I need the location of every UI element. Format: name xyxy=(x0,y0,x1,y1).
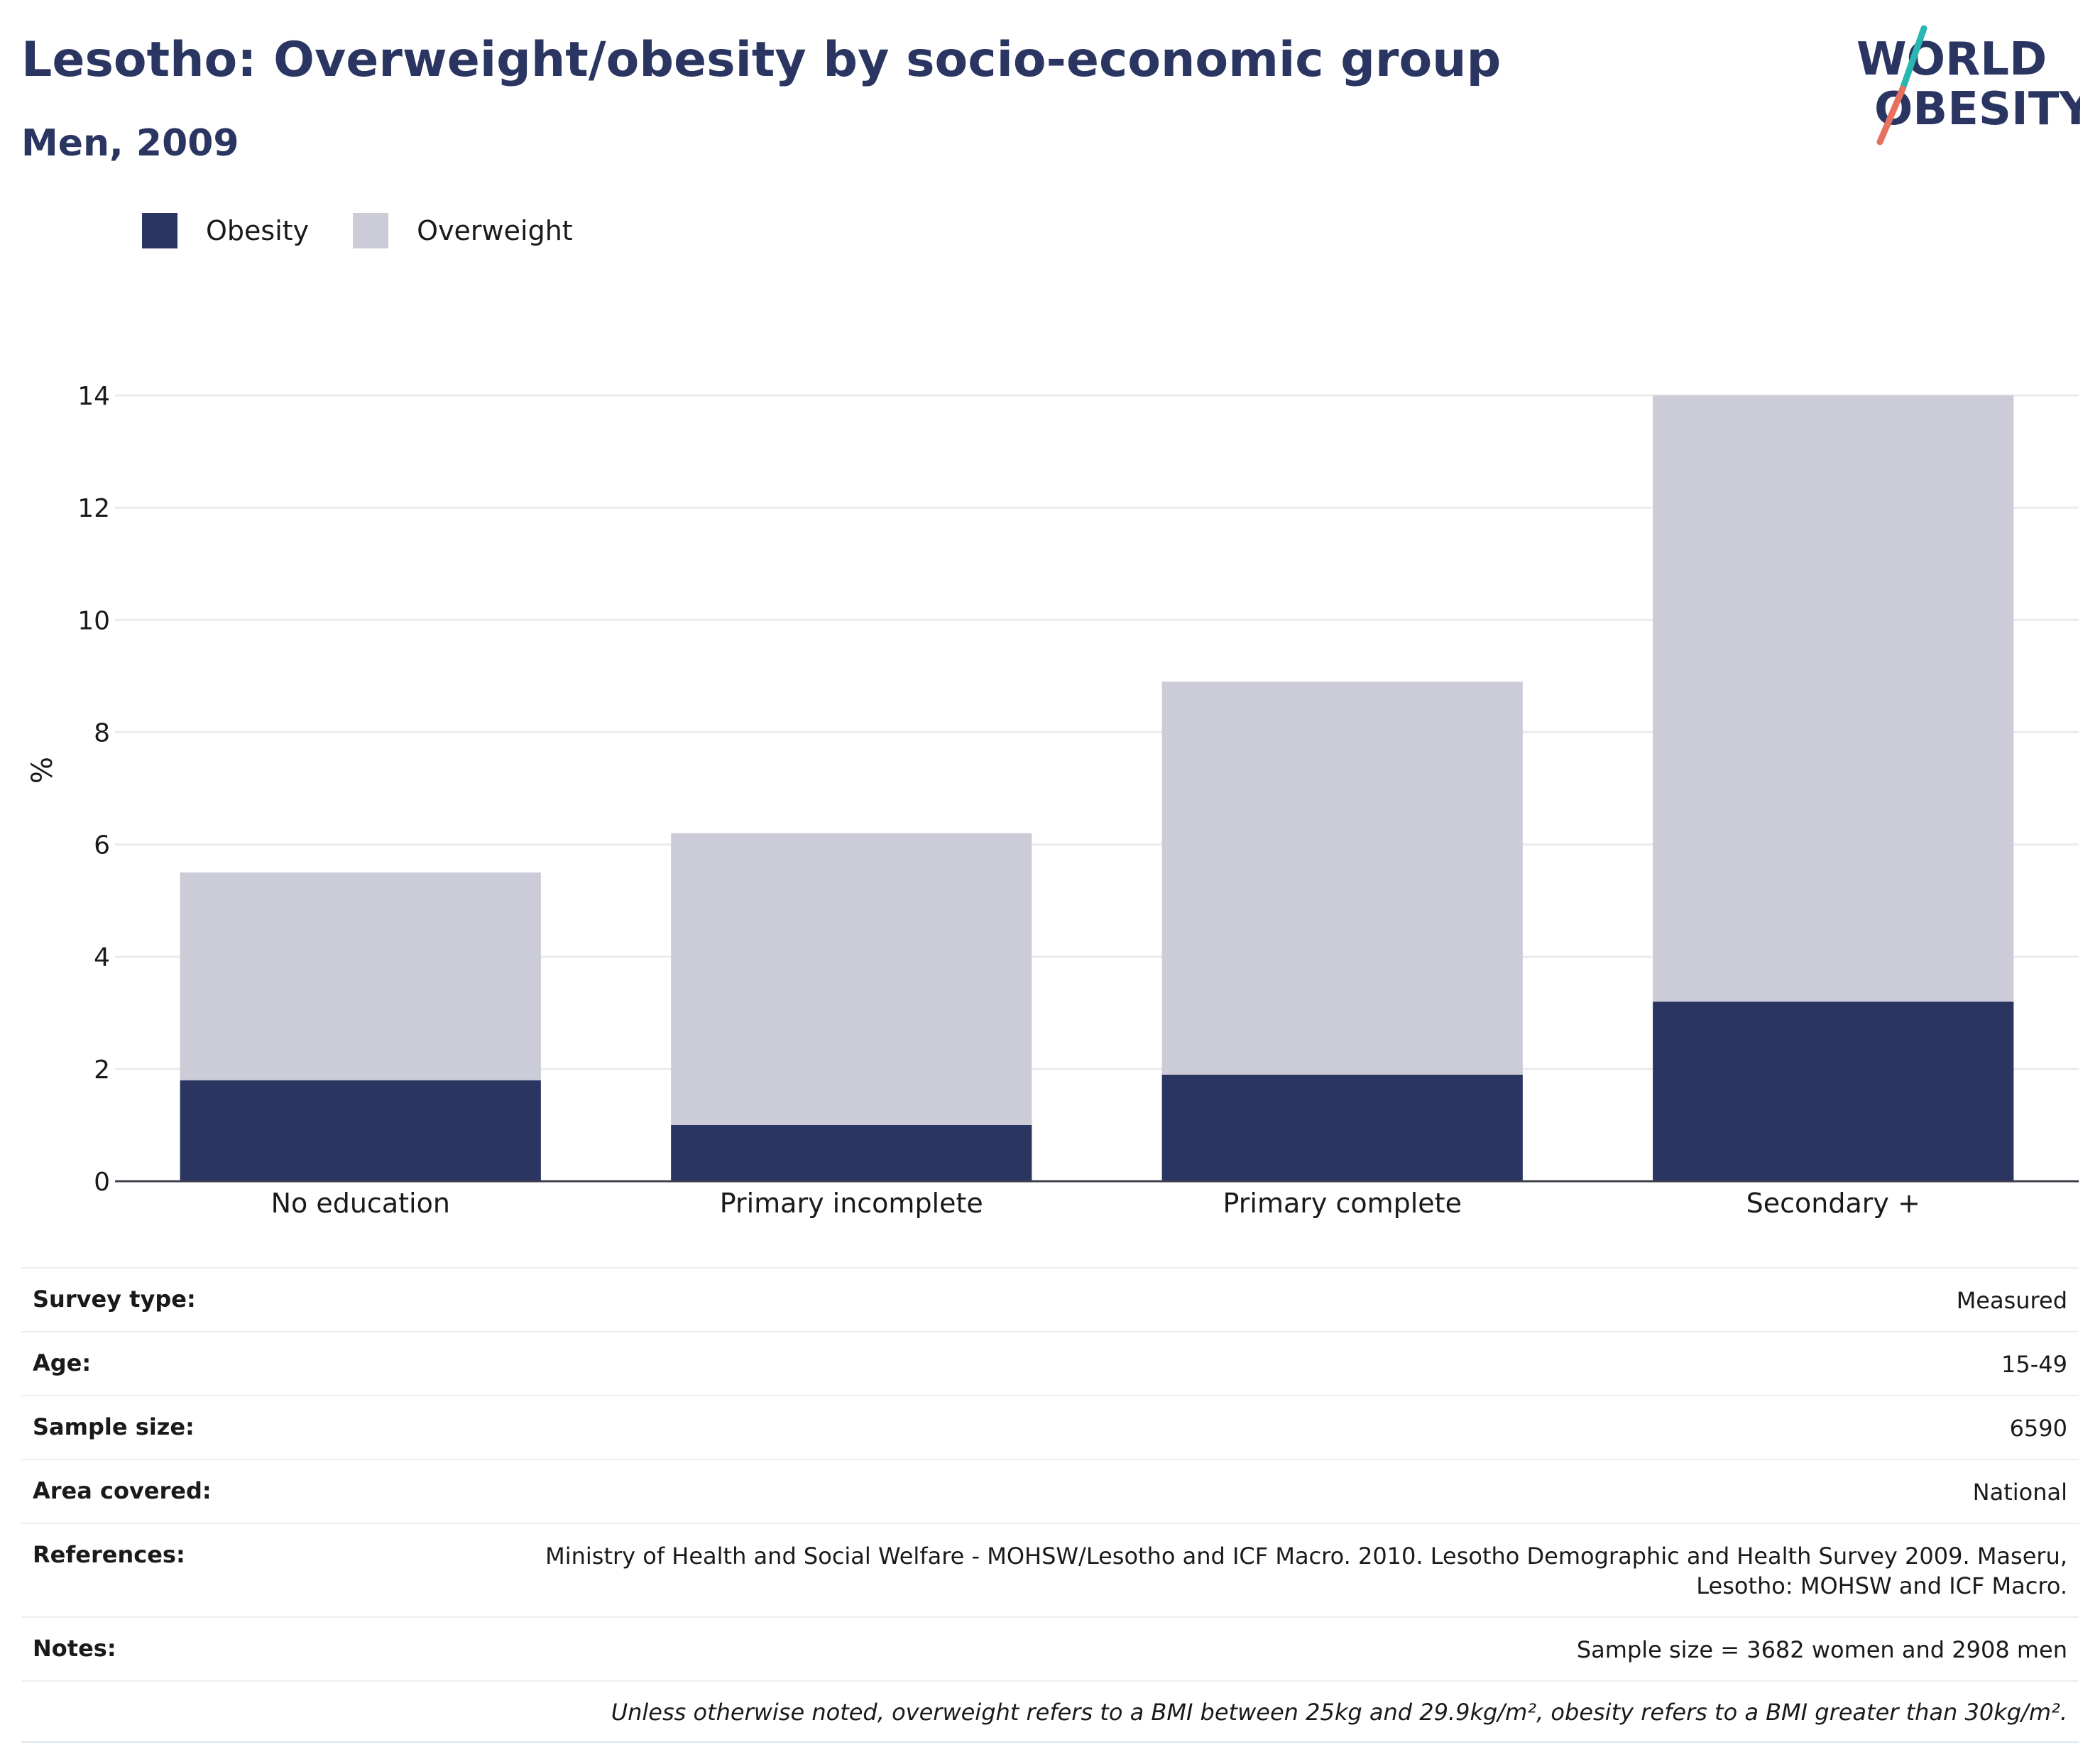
legend-item-overweight[interactable]: Overweight xyxy=(353,213,573,248)
y-axis-title: % xyxy=(26,757,59,784)
info-value-notes: Sample size = 3682 women and 2908 men xyxy=(1576,1636,2067,1663)
info-value-age: 15-49 xyxy=(2001,1351,2067,1378)
x-tick-label: Primary incomplete xyxy=(720,1188,983,1219)
info-label-references: References: xyxy=(33,1541,185,1568)
logo-slash-top xyxy=(1899,25,1927,92)
bmi-definition-footnote: Unless otherwise noted, overweight refer… xyxy=(611,1699,2067,1726)
bar-obesity xyxy=(180,1080,541,1181)
bar-obesity xyxy=(671,1124,1032,1181)
info-row-sample-size: Sample size: 6590 xyxy=(21,1396,2079,1460)
bar-chart: 0 2 4 6 8 10 12 14% No education Primary incomple… xyxy=(26,382,2079,1219)
bar-overweight xyxy=(180,872,541,1080)
world-obesity-logo: WORLD OBESITY xyxy=(1856,25,2080,146)
y-tick-label: 14 xyxy=(77,382,110,411)
x-tick-label: Primary complete xyxy=(1223,1188,1462,1219)
info-row-notes: Notes: Sample size = 3682 women and 2908… xyxy=(21,1618,2079,1682)
y-tick-label: 8 xyxy=(94,718,110,747)
info-value-survey-type: Measured xyxy=(1956,1287,2067,1314)
y-tick-label: 2 xyxy=(94,1056,110,1085)
info-label-area-covered: Area covered: xyxy=(33,1477,212,1504)
info-label-notes: Notes: xyxy=(33,1635,116,1662)
logo-text-world: WORLD xyxy=(1856,33,2047,86)
y-tick-label: 10 xyxy=(77,606,110,635)
bar-overweight xyxy=(671,833,1032,1125)
y-tick-label: 4 xyxy=(94,943,110,973)
legend-swatch-overweight xyxy=(353,213,389,248)
survey-info-table: Survey type: Measured Age: 15-49 Sample … xyxy=(21,1267,2079,1743)
bar-obesity xyxy=(1653,1001,2014,1181)
info-value-sample-size: 6590 xyxy=(2009,1415,2067,1442)
info-label-age: Age: xyxy=(33,1349,92,1376)
y-tick-label: 0 xyxy=(94,1168,110,1197)
chart-title: Lesotho: Overweight/obesity by socio-eco… xyxy=(21,32,1502,88)
info-value-references: Ministry of Health and Social Welfare - … xyxy=(545,1543,2067,1599)
logo-slash-bottom xyxy=(1876,85,1906,146)
chart-subtitle: Men, 2009 xyxy=(21,122,239,165)
legend-label-overweight: Overweight xyxy=(417,215,573,246)
info-value-area-covered: National xyxy=(1972,1479,2067,1506)
y-tick-label: 12 xyxy=(77,494,110,523)
legend-item-obesity[interactable]: Obesity xyxy=(142,213,309,248)
bar-overweight xyxy=(1653,395,2014,1002)
info-row-survey-type: Survey type: Measured xyxy=(21,1269,2079,1332)
bar-overweight xyxy=(1161,681,1523,1075)
chart-legend: Obesity Overweight xyxy=(142,212,617,250)
legend-label-obesity: Obesity xyxy=(206,215,310,246)
info-row-age: Age: 15-49 xyxy=(21,1332,2079,1396)
info-row-footnote: Unless otherwise noted, overweight refer… xyxy=(21,1682,2079,1743)
x-tick-label: No education xyxy=(271,1188,450,1219)
logo-text-obesity: OBESITY xyxy=(1874,83,2080,136)
legend-swatch-obesity xyxy=(142,213,177,248)
info-label-survey-type: Survey type: xyxy=(33,1286,196,1313)
x-tick-label: Secondary + xyxy=(1746,1188,1920,1219)
info-label-sample-size: Sample size: xyxy=(33,1413,195,1440)
y-tick-label: 6 xyxy=(94,831,110,860)
info-row-references: References: Ministry of Health and Socia… xyxy=(21,1524,2079,1618)
bar-obesity xyxy=(1161,1074,1523,1181)
info-row-area-covered: Area covered: National xyxy=(21,1460,2079,1524)
